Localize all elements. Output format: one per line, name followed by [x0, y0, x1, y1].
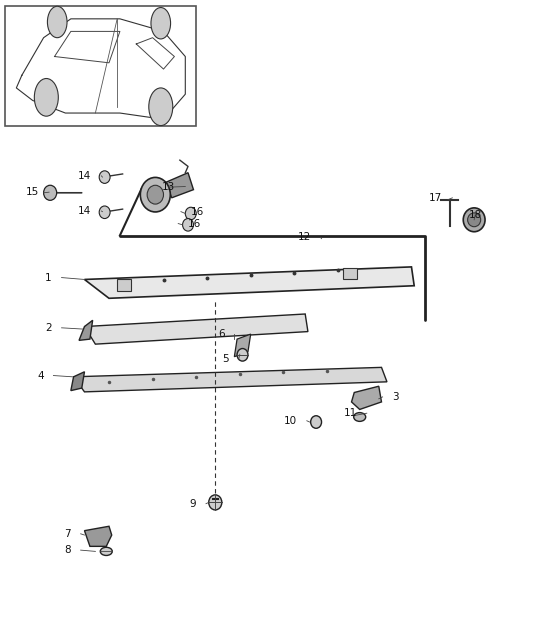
Ellipse shape: [140, 177, 170, 212]
Polygon shape: [234, 334, 251, 357]
Ellipse shape: [463, 208, 485, 232]
Text: 14: 14: [78, 171, 92, 181]
FancyBboxPatch shape: [343, 268, 357, 279]
Text: 9: 9: [190, 499, 196, 509]
Circle shape: [183, 219, 193, 231]
Polygon shape: [352, 386, 382, 409]
Circle shape: [237, 349, 248, 361]
Circle shape: [311, 416, 322, 428]
Ellipse shape: [151, 8, 171, 39]
Ellipse shape: [147, 185, 164, 204]
Circle shape: [99, 206, 110, 219]
Polygon shape: [84, 314, 308, 344]
Text: 3: 3: [392, 392, 399, 402]
Circle shape: [44, 185, 57, 200]
Circle shape: [185, 207, 196, 220]
Polygon shape: [166, 173, 193, 198]
Text: 14: 14: [78, 206, 92, 216]
Polygon shape: [74, 367, 387, 392]
Text: 11: 11: [344, 408, 357, 418]
Ellipse shape: [100, 547, 112, 556]
Text: 18: 18: [469, 210, 482, 220]
Text: 16: 16: [188, 219, 201, 229]
Polygon shape: [79, 320, 93, 340]
FancyBboxPatch shape: [117, 279, 131, 291]
Text: 13: 13: [162, 181, 175, 192]
Text: 5: 5: [222, 354, 229, 364]
Ellipse shape: [149, 88, 173, 126]
Text: 7: 7: [64, 529, 71, 539]
Polygon shape: [84, 526, 112, 546]
FancyBboxPatch shape: [5, 6, 196, 126]
Ellipse shape: [34, 78, 58, 116]
Text: 12: 12: [298, 232, 311, 242]
Text: 2: 2: [45, 323, 52, 333]
Ellipse shape: [354, 413, 366, 421]
Text: 16: 16: [191, 207, 204, 217]
Ellipse shape: [468, 213, 481, 227]
Text: 6: 6: [218, 329, 225, 339]
Text: 4: 4: [37, 371, 44, 381]
Circle shape: [99, 171, 110, 183]
Text: 1: 1: [45, 273, 52, 283]
Polygon shape: [84, 267, 414, 298]
Text: 17: 17: [429, 193, 443, 203]
Polygon shape: [71, 372, 84, 391]
Circle shape: [209, 495, 222, 510]
Text: 8: 8: [64, 545, 71, 555]
Ellipse shape: [47, 6, 67, 38]
Text: 15: 15: [26, 187, 39, 197]
Text: 10: 10: [284, 416, 297, 426]
